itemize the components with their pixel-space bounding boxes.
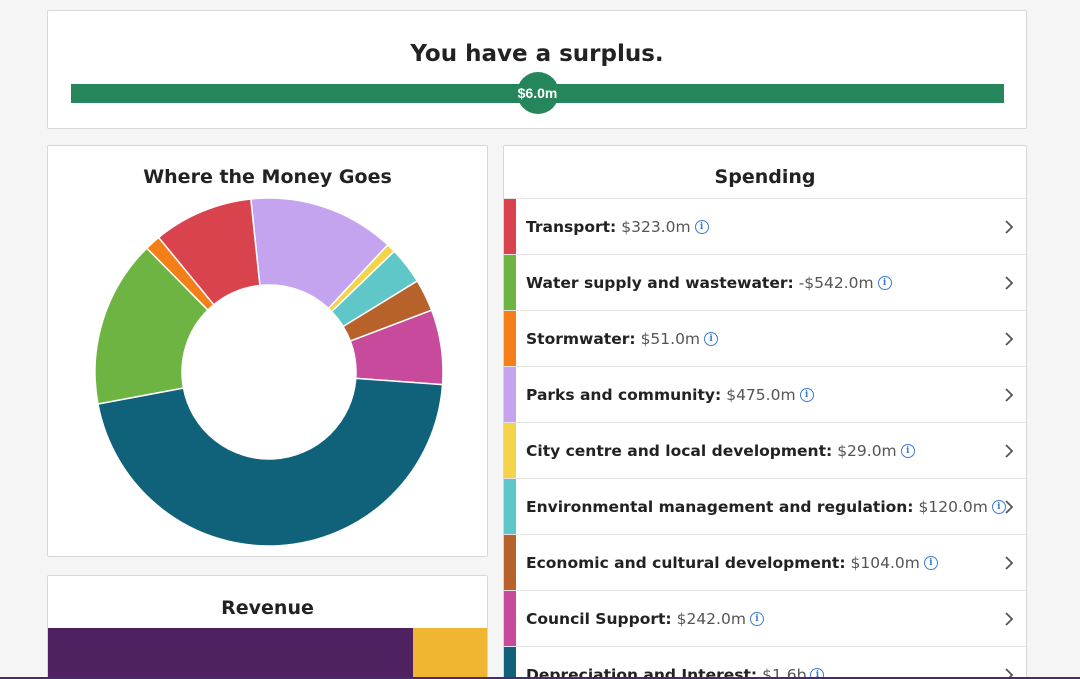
where-money-goes-card: Where the Money Goes bbox=[47, 145, 488, 557]
spending-item-value: -$542.0m bbox=[798, 273, 874, 292]
category-color-swatch bbox=[504, 367, 516, 422]
category-color-swatch bbox=[504, 535, 516, 590]
donut-slice[interactable] bbox=[157, 198, 261, 306]
info-icon[interactable]: i bbox=[923, 555, 938, 570]
spending-item[interactable]: Stormwater: $51.0m i bbox=[504, 310, 1026, 366]
spending-item-value: $104.0m bbox=[850, 553, 920, 572]
category-color-swatch bbox=[504, 591, 516, 646]
donut-slice[interactable] bbox=[94, 247, 209, 405]
category-color-swatch bbox=[504, 423, 516, 478]
surplus-amount: $6.0m bbox=[517, 85, 558, 101]
chevron-right-icon[interactable] bbox=[1002, 387, 1016, 402]
spending-item-value: $29.0m bbox=[837, 441, 897, 460]
chevron-right-icon[interactable] bbox=[1002, 499, 1016, 514]
info-icon[interactable]: i bbox=[749, 611, 764, 626]
category-color-swatch bbox=[504, 647, 516, 679]
spending-item-name: Environmental management and regulation: bbox=[526, 497, 914, 516]
info-icon[interactable]: i bbox=[704, 331, 719, 346]
spending-item-name: Depreciation and Interest: bbox=[526, 665, 758, 679]
surplus-card: You have a surplus. $6.0m bbox=[47, 10, 1027, 129]
spending-item[interactable]: Water supply and wastewater: -$542.0m i bbox=[504, 254, 1026, 310]
category-color-swatch bbox=[504, 199, 516, 254]
spending-item-value: $1.6b bbox=[762, 665, 807, 679]
chevron-right-icon[interactable] bbox=[1002, 443, 1016, 458]
info-icon[interactable]: i bbox=[799, 387, 814, 402]
surplus-title: You have a surplus. bbox=[410, 41, 664, 67]
spending-item-name: Economic and cultural development: bbox=[526, 553, 846, 572]
revenue-title: Revenue bbox=[221, 597, 314, 619]
spending-item-name: Stormwater: bbox=[526, 329, 636, 348]
spending-item-text: Depreciation and Interest: $1.6b i bbox=[526, 665, 825, 679]
category-color-swatch bbox=[504, 255, 516, 310]
spending-item-name: Parks and community: bbox=[526, 385, 722, 404]
spending-item-text: Water supply and wastewater: -$542.0m i bbox=[526, 274, 892, 292]
spending-item[interactable]: Environmental management and regulation:… bbox=[504, 478, 1026, 534]
info-icon[interactable]: i bbox=[900, 443, 915, 458]
spending-item[interactable]: Council Support: $242.0m i bbox=[504, 590, 1026, 646]
spending-title: Spending bbox=[714, 166, 816, 188]
chevron-right-icon[interactable] bbox=[1002, 275, 1016, 290]
revenue-segment[interactable] bbox=[48, 628, 413, 679]
spending-item[interactable]: City centre and local development: $29.0m… bbox=[504, 422, 1026, 478]
spending-item-text: Economic and cultural development: $104.0… bbox=[526, 554, 938, 572]
category-color-swatch bbox=[504, 311, 516, 366]
revenue-segment[interactable] bbox=[413, 628, 487, 679]
spending-item-name: Council Support: bbox=[526, 609, 672, 628]
info-icon[interactable]: i bbox=[694, 219, 709, 234]
revenue-card: Revenue bbox=[47, 575, 488, 679]
info-icon[interactable]: i bbox=[810, 667, 825, 679]
donut-chart-title: Where the Money Goes bbox=[143, 166, 392, 188]
spending-item-value: $475.0m bbox=[726, 385, 796, 404]
chevron-right-icon[interactable] bbox=[1002, 555, 1016, 570]
spending-item[interactable]: Transport: $323.0m i bbox=[504, 198, 1026, 254]
spending-item[interactable]: Parks and community: $475.0m i bbox=[504, 366, 1026, 422]
info-icon[interactable]: i bbox=[991, 499, 1006, 514]
spending-item[interactable]: Economic and cultural development: $104.0… bbox=[504, 534, 1026, 590]
info-icon[interactable]: i bbox=[877, 275, 892, 290]
spending-list: Transport: $323.0m i Water supply and waste… bbox=[504, 198, 1026, 679]
spending-item-text: Transport: $323.0m i bbox=[526, 218, 709, 236]
category-color-swatch bbox=[504, 479, 516, 534]
spending-item-name: Water supply and wastewater: bbox=[526, 273, 794, 292]
donut-chart bbox=[94, 197, 444, 547]
spending-item[interactable]: Depreciation and Interest: $1.6b i bbox=[504, 646, 1026, 679]
spending-item-name: Transport: bbox=[526, 217, 617, 236]
page-bottom-border bbox=[0, 677, 1080, 679]
spending-item-name: City centre and local development: bbox=[526, 441, 833, 460]
spending-item-text: Council Support: $242.0m i bbox=[526, 610, 764, 628]
chevron-right-icon[interactable] bbox=[1002, 331, 1016, 346]
spending-item-value: $51.0m bbox=[640, 329, 701, 348]
spending-item-text: Stormwater: $51.0m i bbox=[526, 329, 719, 348]
spending-item-text: Parks and community: $475.0m i bbox=[526, 386, 814, 404]
spending-item-value: $323.0m bbox=[621, 217, 691, 236]
spending-item-text: Environmental management and regulation:… bbox=[526, 498, 1006, 516]
spending-item-text: City centre and local development: $29.0m… bbox=[526, 442, 915, 460]
spending-item-value: $242.0m bbox=[676, 609, 746, 628]
spending-item-value: $120.0m bbox=[918, 497, 988, 516]
surplus-marker: $6.0m bbox=[516, 72, 559, 114]
chevron-right-icon[interactable] bbox=[1002, 219, 1016, 234]
spending-card: Spending Transport: $323.0m i Water supply … bbox=[503, 145, 1027, 679]
donut-slice[interactable] bbox=[97, 377, 444, 547]
chevron-right-icon[interactable] bbox=[1002, 611, 1016, 626]
